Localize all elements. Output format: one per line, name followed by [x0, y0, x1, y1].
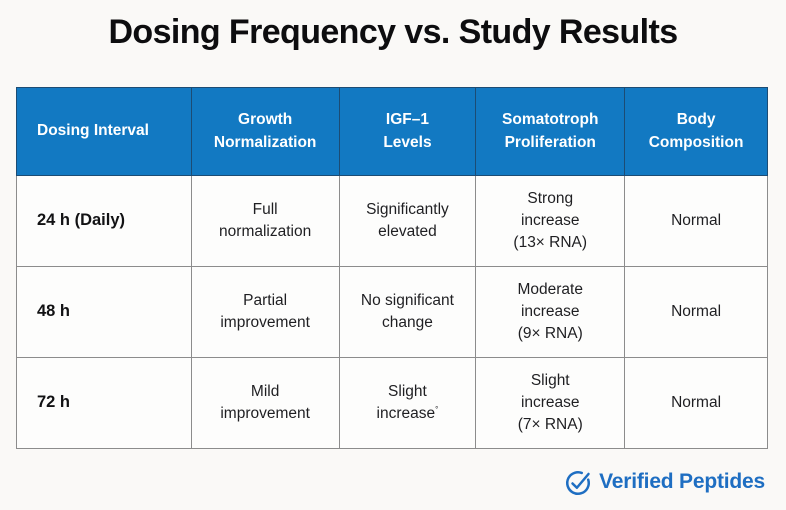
cell-text: Significantly elevated — [366, 201, 449, 240]
cell-text: Slight increase — [376, 383, 436, 422]
cell-body-composition: Normal — [624, 357, 768, 449]
cell-igf1-levels: No significant change — [338, 266, 477, 358]
cell-igf1-levels: Significantly elevated — [338, 175, 477, 267]
cell-interval: 24 h (Daily) — [16, 175, 192, 267]
table-header-row: Dosing Interval Growth Normalization IGF… — [16, 87, 768, 176]
verified-check-icon — [564, 467, 594, 497]
table-row-48h: 48 h Partial improvement No significant … — [16, 266, 768, 358]
cell-interval: 48 h — [16, 266, 192, 358]
cell-text: No significant change — [360, 292, 454, 331]
cell-somatotroph-proliferation: Strong increase (13× RNA) — [475, 175, 626, 267]
column-header-body-composition: Body Composition — [624, 87, 768, 176]
cell-body-composition: Normal — [624, 266, 768, 358]
cell-interval: 72 h — [16, 357, 192, 449]
table-row-72h: 72 h Mild improvement Slight increase° S… — [16, 357, 768, 449]
footnote-mark: ° — [435, 404, 439, 414]
brand-name: Verified Peptides — [599, 470, 765, 493]
column-header-growth-normalization: Growth Normalization — [190, 87, 340, 176]
table-row-24h: 24 h (Daily) Full normalization Signific… — [16, 175, 768, 267]
brand-lockup: Verified Peptides — [564, 467, 765, 497]
column-header-dosing-interval: Dosing Interval — [16, 87, 192, 176]
cell-somatotroph-proliferation: Slight increase (7× RNA) — [475, 357, 626, 449]
column-header-igf1-levels: IGF–1 Levels — [338, 87, 477, 176]
cell-growth-normalization: Mild improvement — [190, 357, 340, 449]
cell-growth-normalization: Partial improvement — [190, 266, 340, 358]
page-title: Dosing Frequency vs. Study Results — [108, 13, 678, 51]
cell-somatotroph-proliferation: Moderate increase (9× RNA) — [475, 266, 626, 358]
cell-igf1-levels: Slight increase° — [338, 357, 477, 449]
column-header-somatotroph-proliferation: Somatotroph Proliferation — [475, 87, 626, 176]
cell-body-composition: Normal — [624, 175, 768, 267]
dosing-results-table: Dosing Interval Growth Normalization IGF… — [16, 87, 768, 449]
cell-growth-normalization: Full normalization — [190, 175, 340, 267]
